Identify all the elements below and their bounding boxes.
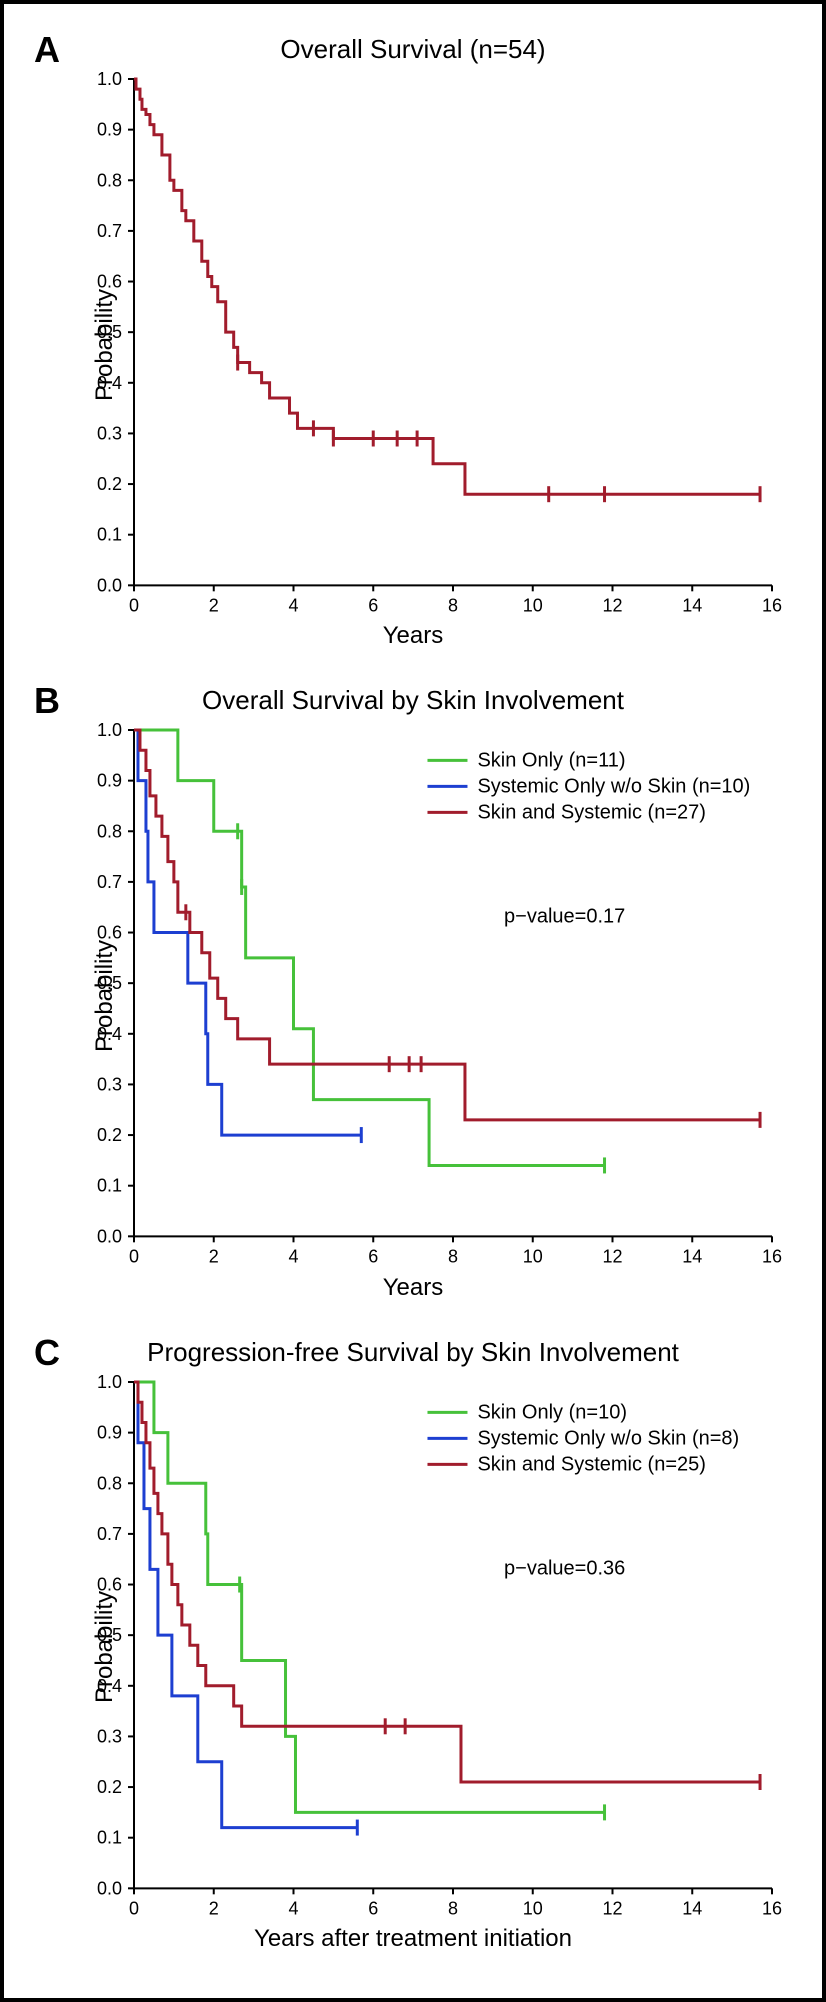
panel-c-label: C [34,1332,60,1374]
svg-text:0.0: 0.0 [97,575,122,595]
figure-container: A Overall Survival (n=54) Probability Ye… [0,0,826,2002]
svg-text:Skin and Systemic (n=25): Skin and Systemic (n=25) [477,1453,705,1475]
panel-a-svg: 0.00.10.20.30.40.50.60.70.80.91.00246810… [134,79,772,585]
svg-text:6: 6 [368,1247,378,1267]
svg-text:12: 12 [602,1898,622,1918]
svg-text:0.3: 0.3 [97,423,122,443]
svg-text:4: 4 [288,1898,298,1918]
panel-a: A Overall Survival (n=54) Probability Ye… [24,24,802,665]
svg-text:0.3: 0.3 [97,1075,122,1095]
panel-b: B Overall Survival by Skin Involvement P… [24,675,802,1316]
svg-text:0.5: 0.5 [97,322,122,342]
svg-text:0.4: 0.4 [97,1024,122,1044]
svg-text:8: 8 [448,595,458,615]
svg-text:0.3: 0.3 [97,1726,122,1746]
panel-c-svg: 0.00.10.20.30.40.50.60.70.80.91.00246810… [134,1382,772,1888]
svg-text:0.4: 0.4 [97,373,122,393]
svg-text:12: 12 [602,595,622,615]
svg-text:0.7: 0.7 [97,872,122,892]
panel-a-xlabel: Years [383,622,444,650]
svg-text:0.0: 0.0 [97,1227,122,1247]
svg-text:0.7: 0.7 [97,221,122,241]
svg-text:0.5: 0.5 [97,1625,122,1645]
svg-text:0.6: 0.6 [97,272,122,292]
svg-text:0.8: 0.8 [97,170,122,190]
svg-text:16: 16 [762,1247,782,1267]
svg-text:0: 0 [129,1898,139,1918]
svg-text:0.4: 0.4 [97,1675,122,1695]
panel-c-title: Progression-free Survival by Skin Involv… [24,1337,802,1368]
svg-text:0.1: 0.1 [97,1176,122,1196]
svg-text:6: 6 [368,1898,378,1918]
panel-b-xlabel: Years [383,1274,444,1302]
svg-text:Skin and Systemic (n=27): Skin and Systemic (n=27) [477,802,705,824]
svg-text:12: 12 [602,1247,622,1267]
panel-b-label: B [34,680,60,722]
svg-text:1.0: 1.0 [97,69,122,89]
panel-c: C Progression-free Survival by Skin Invo… [24,1327,802,1968]
svg-text:0.7: 0.7 [97,1524,122,1544]
svg-text:0.6: 0.6 [97,923,122,943]
svg-text:8: 8 [448,1898,458,1918]
svg-text:2: 2 [209,1247,219,1267]
svg-text:6: 6 [368,595,378,615]
svg-text:0.8: 0.8 [97,1473,122,1493]
panel-c-xlabel: Years after treatment initiation [254,1925,572,1953]
panel-a-title: Overall Survival (n=54) [24,34,802,65]
svg-text:0.1: 0.1 [97,525,122,545]
svg-text:8: 8 [448,1247,458,1267]
panel-a-label: A [34,29,60,71]
svg-text:0.9: 0.9 [97,1422,122,1442]
svg-text:Skin Only (n=11): Skin Only (n=11) [477,750,625,772]
svg-text:0.5: 0.5 [97,973,122,993]
svg-text:0.9: 0.9 [97,120,122,140]
svg-text:p−value=0.36: p−value=0.36 [504,1557,625,1579]
panel-b-title: Overall Survival by Skin Involvement [24,685,802,716]
svg-text:4: 4 [288,1247,298,1267]
svg-text:2: 2 [209,595,219,615]
svg-text:14: 14 [682,1247,702,1267]
svg-text:0.2: 0.2 [97,1777,122,1797]
panel-a-plot-wrap: 0.00.10.20.30.40.50.60.70.80.91.00246810… [134,79,772,585]
svg-text:10: 10 [523,595,543,615]
svg-text:14: 14 [682,595,702,615]
svg-text:16: 16 [762,595,782,615]
svg-text:4: 4 [288,595,298,615]
svg-text:0.2: 0.2 [97,474,122,494]
svg-text:0.2: 0.2 [97,1125,122,1145]
svg-text:1.0: 1.0 [97,1372,122,1392]
panel-b-svg: 0.00.10.20.30.40.50.60.70.80.91.00246810… [134,730,772,1236]
svg-text:Skin Only (n=10): Skin Only (n=10) [477,1401,627,1423]
svg-text:1.0: 1.0 [97,720,122,740]
svg-text:0.0: 0.0 [97,1878,122,1898]
svg-text:0.8: 0.8 [97,822,122,842]
panel-c-plot-wrap: 0.00.10.20.30.40.50.60.70.80.91.00246810… [134,1382,772,1888]
svg-text:0: 0 [129,1247,139,1267]
svg-text:0.6: 0.6 [97,1574,122,1594]
svg-text:0.9: 0.9 [97,771,122,791]
svg-text:p−value=0.17: p−value=0.17 [504,906,625,928]
svg-text:14: 14 [682,1898,702,1918]
svg-text:Systemic Only w/o Skin (n=10): Systemic Only w/o Skin (n=10) [477,776,750,798]
svg-text:0.1: 0.1 [97,1827,122,1847]
svg-text:0: 0 [129,595,139,615]
svg-text:16: 16 [762,1898,782,1918]
svg-text:Systemic Only w/o Skin (n=8): Systemic Only w/o Skin (n=8) [477,1427,739,1449]
svg-text:10: 10 [523,1247,543,1267]
svg-text:10: 10 [523,1898,543,1918]
panel-b-plot-wrap: 0.00.10.20.30.40.50.60.70.80.91.00246810… [134,730,772,1236]
svg-text:2: 2 [209,1898,219,1918]
